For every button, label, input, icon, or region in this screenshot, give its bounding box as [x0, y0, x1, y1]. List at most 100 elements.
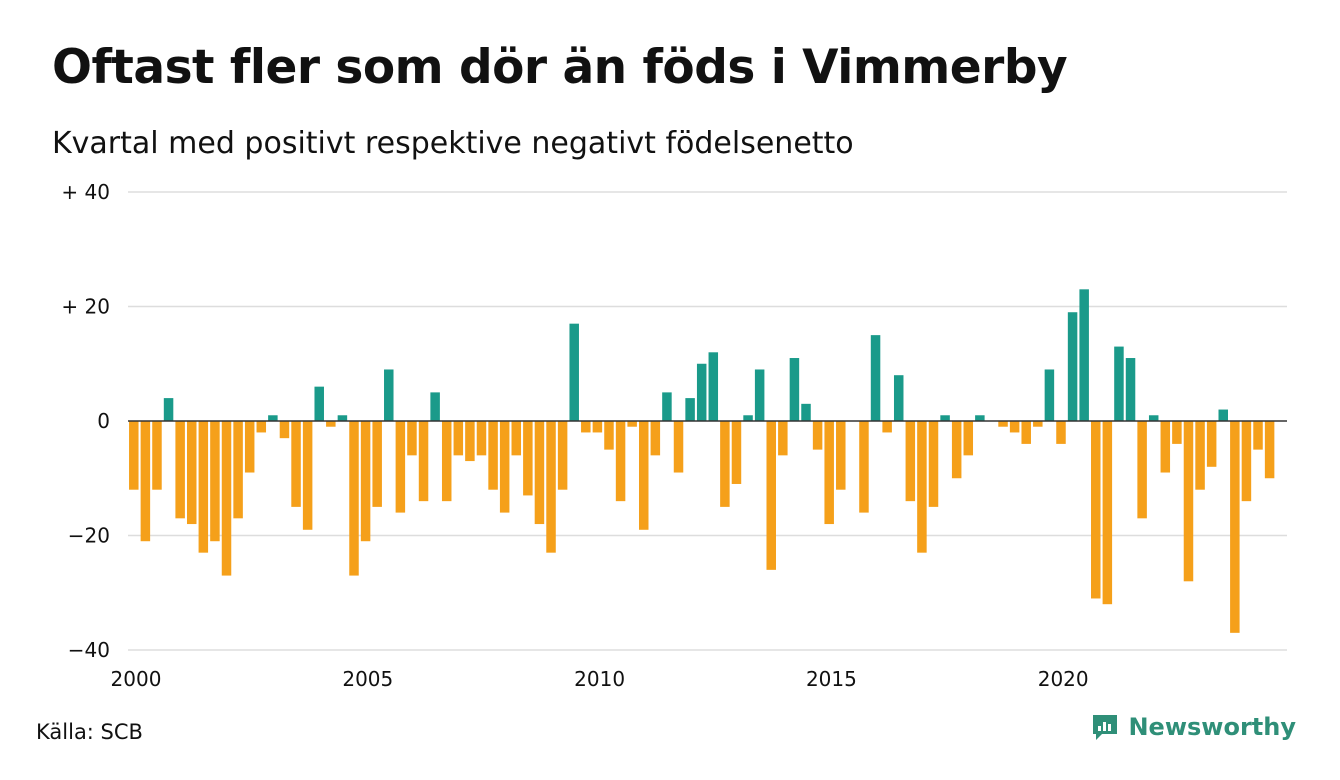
bar-negative: [592, 421, 603, 433]
bar-negative: [152, 421, 162, 490]
bar-negative: [951, 421, 962, 479]
x-tick-label: 2000: [111, 667, 162, 691]
bar-negative: [256, 421, 267, 433]
bar-negative: [407, 421, 417, 456]
bar-negative: [221, 421, 232, 576]
bar-negative: [557, 421, 568, 490]
bar-negative: [360, 421, 371, 542]
bar-negative: [1253, 421, 1263, 450]
bar-negative: [1021, 421, 1031, 444]
bar-positive: [685, 398, 695, 421]
bar-negative: [882, 421, 892, 433]
bar-positive: [569, 323, 579, 421]
bar-negative: [233, 421, 243, 519]
bar-positive: [789, 358, 800, 421]
bar-positive: [314, 386, 324, 421]
bar-negative: [1102, 421, 1113, 605]
bar-negative: [210, 421, 220, 542]
bar-positive: [754, 369, 765, 421]
x-tick-label: 2020: [1038, 667, 1089, 691]
bar-negative: [291, 421, 301, 507]
bar-negative: [928, 421, 939, 507]
bar-negative: [476, 421, 487, 456]
bar-negative: [534, 421, 545, 525]
bar-negative: [175, 421, 185, 519]
bar-negative: [615, 421, 626, 502]
bar-negative: [488, 421, 498, 490]
bar-positive: [163, 398, 174, 421]
bar-negative: [441, 421, 452, 502]
bar-negative: [1009, 421, 1020, 433]
bar-positive: [801, 403, 811, 421]
x-tick-label: 2010: [574, 667, 625, 691]
bar-negative: [418, 421, 429, 502]
bar-negative: [1160, 421, 1171, 473]
bar-positive: [1148, 415, 1159, 421]
bar-negative: [453, 421, 464, 456]
bar-negative: [1195, 421, 1205, 490]
bar-negative: [1264, 421, 1275, 479]
newsworthy-logo-icon: [1093, 715, 1118, 740]
bar-negative: [836, 421, 846, 490]
bar-negative: [279, 421, 290, 439]
bar-positive: [708, 352, 719, 421]
bar-negative: [372, 421, 382, 507]
bar-negative: [731, 421, 742, 484]
bar-negative: [627, 421, 637, 427]
bar-negative: [546, 421, 556, 553]
source-note: Källa: SCB: [36, 720, 143, 744]
bar-negative: [673, 421, 684, 473]
bar-negative: [395, 421, 406, 513]
bar-negative: [186, 421, 197, 525]
bar-positive: [1114, 346, 1124, 421]
bar-positive: [696, 363, 707, 421]
bar-negative: [1137, 421, 1147, 519]
bar-negative: [1206, 421, 1217, 467]
y-tick-label: + 40: [61, 180, 110, 204]
bar-negative: [511, 421, 522, 456]
bar-negative: [1183, 421, 1194, 582]
bar-negative: [349, 421, 359, 576]
bar-negative: [1033, 421, 1043, 427]
bar-negative: [639, 421, 649, 530]
y-tick-label: −40: [68, 638, 110, 662]
bar-positive: [940, 415, 950, 421]
bar-negative: [720, 421, 730, 507]
brand-name: Newsworthy: [1128, 713, 1296, 741]
bar-negative: [1172, 421, 1182, 444]
bar-positive: [893, 375, 904, 421]
bar-negative: [963, 421, 974, 456]
bar-negative: [1241, 421, 1252, 502]
bar-positive: [662, 392, 672, 422]
bar-positive: [1218, 409, 1228, 421]
bar-negative: [326, 421, 336, 427]
bar-negative: [824, 421, 834, 525]
bar-negative: [650, 421, 661, 456]
y-tick-label: −20: [68, 524, 110, 548]
chart-subtitle: Kvartal med positivt respektive negativt…: [52, 126, 854, 161]
bar-negative: [998, 421, 1008, 427]
x-tick-label: 2005: [342, 667, 393, 691]
bar-positive: [268, 415, 278, 421]
bar-positive: [975, 415, 985, 421]
y-tick-label: 0: [97, 409, 110, 433]
bar-positive: [743, 415, 753, 421]
bars: [129, 289, 1275, 633]
bar-positive: [430, 392, 440, 422]
bar-negative: [499, 421, 510, 513]
bar-negative: [523, 421, 533, 496]
bar-negative: [244, 421, 255, 473]
bar-negative: [604, 421, 614, 450]
bar-negative: [140, 421, 151, 542]
bar-negative: [1091, 421, 1101, 599]
bar-negative: [1056, 421, 1066, 444]
bar-negative: [778, 421, 788, 456]
bar-positive: [384, 369, 394, 421]
bar-negative: [905, 421, 916, 502]
bar-negative: [129, 421, 139, 490]
bar-positive: [1044, 369, 1055, 421]
bar-positive: [337, 415, 348, 421]
y-tick-label: + 20: [61, 295, 110, 319]
bar-negative: [766, 421, 776, 570]
